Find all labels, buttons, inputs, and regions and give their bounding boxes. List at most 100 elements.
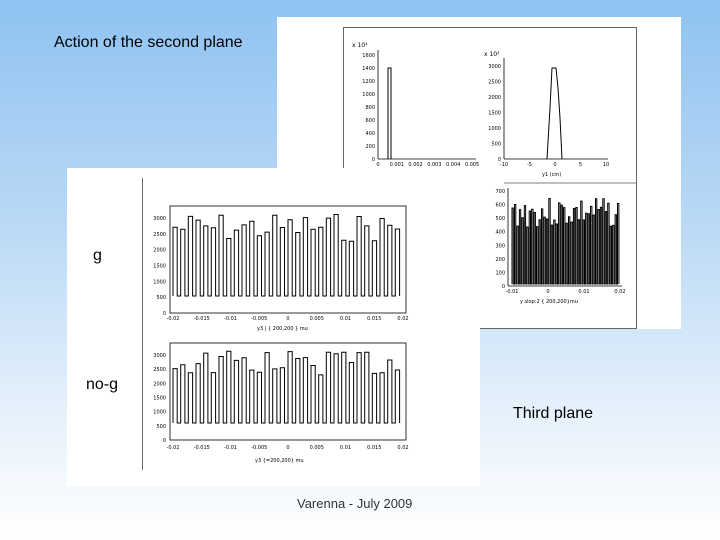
third-plane-y-ticks: 700 600 500 400 300 200 100 0: [495, 189, 505, 290]
x-tick-label: 0.01: [340, 316, 351, 322]
x-tick-label: 0.015: [367, 316, 381, 322]
y-tick-label: 1400: [362, 66, 375, 72]
x-tick-label: -0.02: [167, 316, 180, 322]
x-tick-label: 0.02: [614, 289, 625, 295]
x-tick-label: -0.01: [224, 316, 237, 322]
no-g-y-ticks: 3000 2500 2000 1500 1000 500 0: [153, 353, 166, 444]
x-tick-label: 0: [376, 162, 379, 168]
top-right-exponent: x 10²: [484, 51, 500, 58]
label-third-plane: Third plane: [513, 405, 594, 422]
y-tick-label: 500: [156, 424, 166, 430]
y-tick-label: 1000: [153, 410, 166, 416]
x-tick-label: 0: [286, 445, 289, 451]
label-g: g: [93, 247, 102, 264]
histogram-bars: [511, 198, 620, 285]
y-tick-label: 0: [163, 438, 166, 444]
top-left-x-ticks: 0 0.001 0.002 0.003 0.004 0.005: [376, 162, 479, 168]
no-g-x-ticks: -0.02 -0.015 -0.01 -0.005 0 0.005 0.01 0.015 0.0…: [167, 445, 409, 451]
x-tick-label: -0.01: [506, 289, 519, 295]
x-tick-label: 5: [579, 162, 582, 168]
g-no-g-histograms: 3000 2500 2000 1500 1000 500 0 -0.02 -0.015 -0.0…: [153, 205, 409, 464]
x-tick-label: -10: [500, 162, 508, 168]
top-left-exponent: x 10³: [352, 42, 368, 49]
x-tick-label: 0.004: [446, 162, 460, 168]
x-tick-label: 0: [553, 162, 556, 168]
y-tick-label: 300: [495, 243, 505, 249]
third-plane-x-ticks: -0.01 0 0.01 0.02: [506, 289, 626, 295]
third-plane-xlabel: y slop:2 { 200,200}mu: [520, 299, 578, 305]
y-tick-label: 3000: [153, 353, 166, 359]
x-tick-label: 0.005: [310, 445, 324, 451]
y-tick-label: 500: [491, 142, 501, 148]
x-tick-label: -0.01: [224, 445, 237, 451]
y-tick-label: 1000: [488, 126, 501, 132]
x-tick-label: 0: [286, 316, 289, 322]
top-left-peak-bar: [387, 67, 392, 159]
y-tick-label: 1000: [362, 92, 375, 98]
y-tick-label: 0: [498, 157, 501, 163]
x-tick-label: 0.01: [578, 289, 589, 295]
top-right-peak: [546, 67, 563, 160]
y-tick-label: 1600: [362, 53, 375, 59]
x-tick-label: 0.02: [397, 316, 408, 322]
y-tick-label: 0: [502, 284, 505, 290]
y-tick-label: 1500: [153, 396, 166, 402]
x-tick-label: 0.005: [310, 316, 324, 322]
x-tick-label: -0.02: [167, 445, 180, 451]
top-right-histogram: x 10² 3000 2500 2000 1500 1000 500 0 -10 -5 0 5 10…: [484, 51, 609, 178]
y-tick-label: 2500: [153, 232, 166, 238]
figure-frame: 3000 2500 2000 1500 1000 500 0 -0.02 -0.015 -0.0…: [142, 178, 433, 470]
y-tick-label: 400: [365, 131, 375, 137]
x-tick-label: 0.005: [465, 162, 479, 168]
y-tick-label: 0: [372, 157, 375, 163]
y-tick-label: 2500: [488, 80, 501, 86]
y-tick-label: 2500: [153, 367, 166, 373]
top-left-y-ticks: 1600 1400 1200 1000 800 600 400 200 0: [362, 53, 375, 163]
no-g-xlabel: y3 {=200,200} mu: [255, 458, 304, 464]
y-tick-label: 2000: [153, 381, 166, 387]
g-x-ticks: -0.02 -0.015 -0.01 -0.005 0 0.005 0.01 0.015 0.0…: [167, 316, 409, 322]
y-tick-label: 3000: [488, 64, 501, 70]
x-tick-label: -0.005: [251, 445, 267, 451]
y-tick-label: 500: [495, 216, 505, 222]
third-plane-bars: [511, 198, 620, 285]
x-tick-label: 0.003: [427, 162, 441, 168]
y-tick-label: 400: [495, 230, 505, 236]
x-tick-label: 0.01: [340, 445, 351, 451]
top-right-y-ticks: 3000 2500 2000 1500 1000 500 0: [488, 64, 501, 163]
y-tick-label: 600: [365, 118, 375, 124]
no-g-bars: [172, 350, 401, 424]
histogram-bars: [172, 350, 401, 424]
g-xlabel: y3 | { 200,200 } mu: [257, 326, 308, 332]
y-tick-label: 200: [365, 144, 375, 150]
y-tick-label: 500: [156, 295, 166, 301]
top-right-x-ticks: -10 -5 0 5 10: [500, 162, 609, 168]
y-tick-label: 1200: [362, 79, 375, 85]
y-tick-label: 1500: [488, 111, 501, 117]
top-left-histogram: x 10³ 1600 1400 1200 1000 800 600 400 200 0 0 0.0…: [352, 42, 479, 168]
y-tick-label: 2000: [153, 248, 166, 254]
x-tick-label: 0.015: [367, 445, 381, 451]
x-tick-label: -0.015: [194, 316, 210, 322]
x-tick-label: 0.02: [397, 445, 408, 451]
y-tick-label: 3000: [153, 216, 166, 222]
x-tick-label: 0.001: [390, 162, 404, 168]
top-right-xlabel: y1 (cm): [542, 172, 561, 178]
y-tick-label: 1000: [153, 279, 166, 285]
g-no-g-figure: 3000 2500 2000 1500 1000 500 0 -0.02 -0.015 -0.0…: [67, 168, 480, 486]
y-tick-label: 0: [163, 311, 166, 317]
x-tick-label: 0: [546, 289, 549, 295]
footer-text: Varenna - July 2009: [297, 496, 413, 511]
y-tick-label: 800: [365, 105, 375, 111]
y-tick-label: 200: [495, 257, 505, 263]
x-tick-label: 0.002: [408, 162, 422, 168]
y-tick-label: 100: [495, 270, 505, 276]
g-bars: [172, 214, 401, 297]
x-tick-label: -5: [527, 162, 532, 168]
y-tick-label: 600: [495, 203, 505, 209]
y-tick-label: 2000: [488, 95, 501, 101]
y-tick-label: 700: [495, 189, 505, 195]
